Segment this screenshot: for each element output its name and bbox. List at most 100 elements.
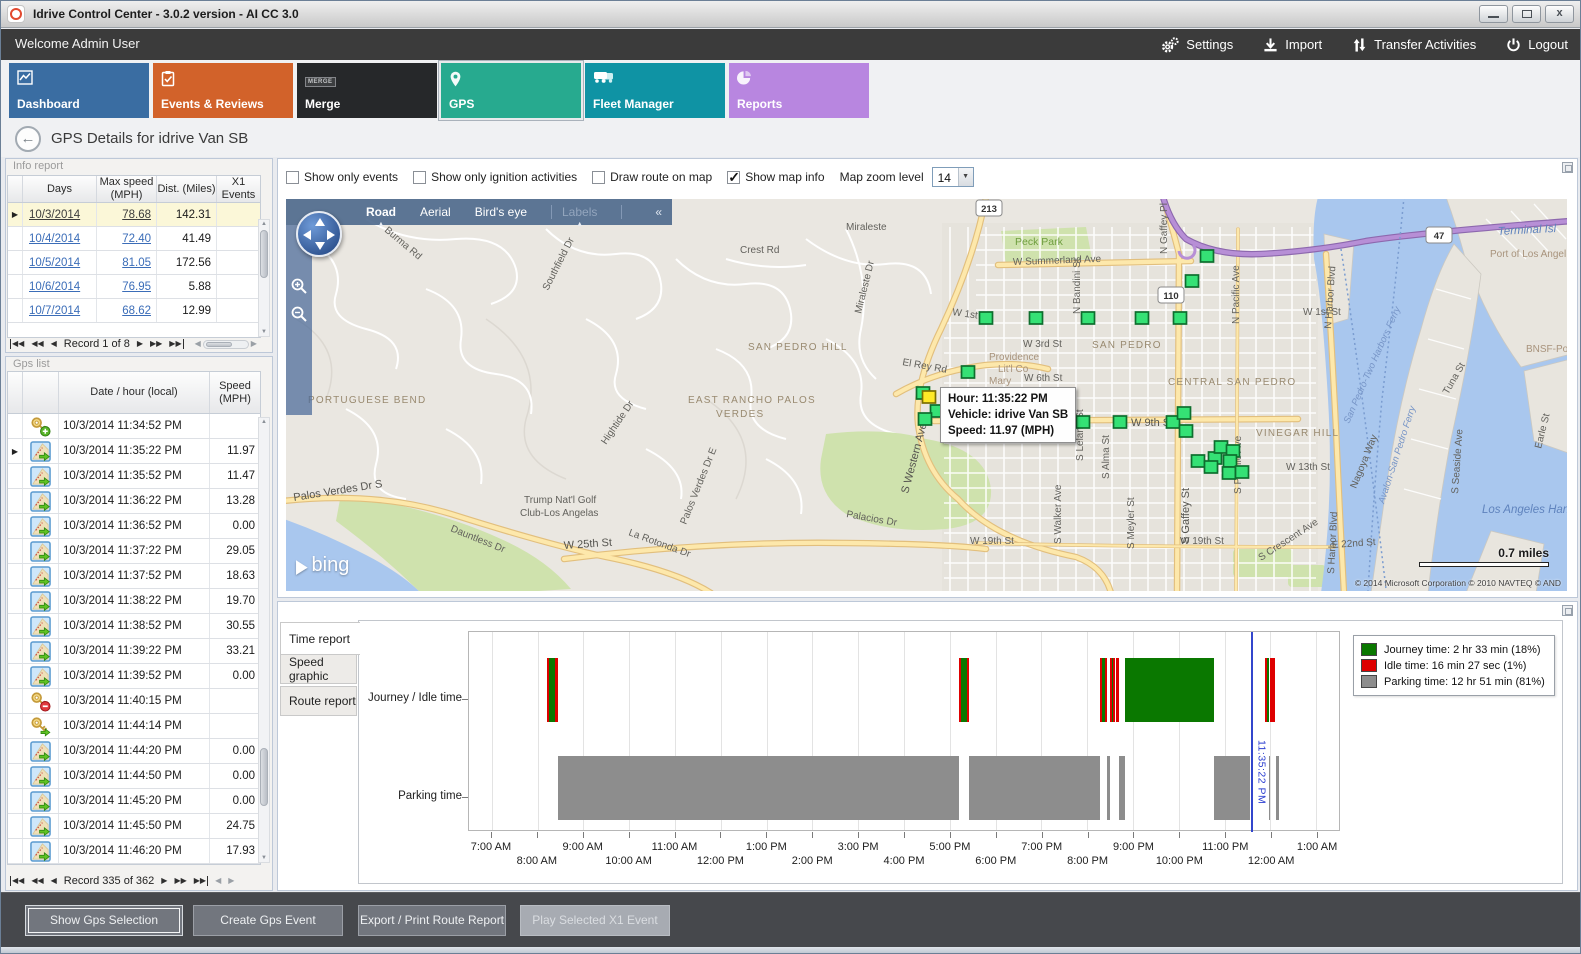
tab-reports[interactable]: Reports <box>729 63 869 118</box>
zoom-in-icon[interactable] <box>290 277 308 295</box>
gps-marker[interactable] <box>1221 466 1237 480</box>
gps-marker[interactable] <box>1028 311 1044 325</box>
map-canvas[interactable]: Miraleste Crest Rd Burma Rd Southfield Dr Mi… <box>286 199 1567 591</box>
list-item[interactable]: 10/3/2014 11:34:52 PM <box>8 414 260 439</box>
list-item[interactable]: 10/3/2014 11:44:50 PM 0.00 <box>8 764 260 789</box>
maximize-button[interactable] <box>1512 5 1541 23</box>
list-item[interactable]: ▶ 10/3/2014 11:35:22 PM 11.97 <box>8 439 260 464</box>
pager-last[interactable]: ▶▶ <box>169 339 184 349</box>
pager-prev-page[interactable]: ◀◀ <box>31 876 44 885</box>
day-link[interactable]: 10/5/2014 <box>29 256 81 269</box>
table-row[interactable]: 10/6/2014 76.95 5.88 <box>8 275 260 299</box>
info-report-scrollbar[interactable]: ▲ ▼ <box>258 219 270 337</box>
day-link[interactable]: 10/6/2014 <box>29 280 81 293</box>
list-item[interactable]: 10/3/2014 11:45:50 PM 24.75 <box>8 814 260 839</box>
toolbar-collapse-icon[interactable]: « <box>655 205 662 219</box>
pager-prev[interactable]: ◀ <box>50 876 57 885</box>
pager-first[interactable]: ◀◀ <box>10 876 25 886</box>
pager-next-page[interactable]: ▶▶ <box>149 339 163 348</box>
checkbox-show-only-events[interactable]: Show only events <box>286 170 398 184</box>
day-link[interactable]: 10/3/2014 <box>29 208 81 221</box>
gps-marker[interactable] <box>1112 415 1128 429</box>
zoom-out-icon[interactable] <box>290 305 308 323</box>
list-item[interactable]: 10/3/2014 11:38:52 PM 30.55 <box>8 614 260 639</box>
map-compass-control[interactable] <box>296 211 342 257</box>
max-speed-link[interactable]: 76.95 <box>122 280 151 293</box>
action-logout[interactable]: Logout <box>1506 37 1568 53</box>
close-button[interactable]: x <box>1545 5 1574 23</box>
action-transfer-activities[interactable]: Transfer Activities <box>1352 37 1476 53</box>
gps-marker[interactable] <box>1213 440 1229 454</box>
map-panel-collapse-icon[interactable] <box>1562 162 1573 173</box>
map-zoom-dropdown[interactable]: 14 ▼ <box>931 167 974 187</box>
gps-marker[interactable] <box>960 365 976 379</box>
list-item[interactable]: 10/3/2014 11:39:22 PM 33.21 <box>8 639 260 664</box>
max-speed-link[interactable]: 78.68 <box>122 208 151 221</box>
table-row[interactable]: ▶ 10/3/2014 78.68 142.31 <box>8 203 260 227</box>
table-row[interactable]: 10/5/2014 81.05 172.56 <box>8 251 260 275</box>
chart-tab-route-report[interactable]: Route report <box>280 686 357 716</box>
max-speed-link[interactable]: 72.40 <box>122 232 151 245</box>
gps-marker[interactable] <box>917 412 933 426</box>
checkbox-draw-route-on-map[interactable]: Draw route on map <box>592 170 712 184</box>
minimize-button[interactable] <box>1479 5 1508 23</box>
table-row[interactable]: 10/4/2014 72.40 41.49 <box>8 227 260 251</box>
list-item[interactable]: 10/3/2014 11:37:22 PM 29.05 <box>8 539 260 564</box>
gps-marker[interactable] <box>1199 249 1215 263</box>
gps-marker[interactable] <box>1203 460 1219 474</box>
pager-first[interactable]: ◀◀ <box>10 339 25 349</box>
day-link[interactable]: 10/7/2014 <box>29 304 81 317</box>
action-import[interactable]: Import <box>1263 37 1322 53</box>
day-link[interactable]: 10/4/2014 <box>29 232 81 245</box>
gps-marker[interactable] <box>1176 406 1192 420</box>
chart-tab-speed-graphic[interactable]: Speed graphic <box>280 654 357 684</box>
table-row[interactable]: 10/7/2014 68.62 12.99 <box>8 299 260 323</box>
checkbox-show-only-ignition-activities[interactable]: Show only ignition activities <box>413 170 577 184</box>
pager-prev-page[interactable]: ◀◀ <box>31 339 44 348</box>
map-view-road[interactable]: Road ▲ <box>366 205 396 228</box>
gps-marker[interactable] <box>1172 311 1188 325</box>
gps-marker[interactable] <box>1134 311 1150 325</box>
list-item[interactable]: 10/3/2014 11:36:52 PM 0.00 <box>8 514 260 539</box>
tab-fleet-manager[interactable]: Fleet Manager <box>585 63 725 118</box>
action-settings[interactable]: Settings <box>1160 36 1233 54</box>
max-speed-link[interactable]: 81.05 <box>122 256 151 269</box>
list-item[interactable]: 10/3/2014 11:44:14 PM <box>8 714 260 739</box>
list-item[interactable]: 10/3/2014 11:38:22 PM 19.70 <box>8 589 260 614</box>
max-speed-link[interactable]: 68.62 <box>122 304 151 317</box>
map-view-labels[interactable]: Labels ▲ <box>562 205 598 228</box>
tab-gps[interactable]: GPS <box>441 63 581 118</box>
pager-next[interactable]: ▶ <box>136 339 143 348</box>
pager-next-page[interactable]: ▶▶ <box>174 876 187 885</box>
list-item[interactable]: 10/3/2014 11:40:15 PM <box>8 689 260 714</box>
show-gps-selection-button[interactable]: Show Gps Selection <box>25 905 183 936</box>
list-item[interactable]: 10/3/2014 11:35:52 PM 11.47 <box>8 464 260 489</box>
list-item[interactable]: 10/3/2014 11:46:20 PM 17.93 <box>8 839 260 864</box>
list-item[interactable]: 10/3/2014 11:45:20 PM 0.00 <box>8 789 260 814</box>
checkbox-box[interactable] <box>727 169 741 186</box>
tab-dashboard[interactable]: Dashboard <box>9 63 149 118</box>
back-button[interactable]: ← <box>15 126 41 152</box>
list-item[interactable]: 10/3/2014 11:39:52 PM 0.00 <box>8 664 260 689</box>
pager-last[interactable]: ▶▶ <box>193 876 209 886</box>
list-item[interactable]: 10/3/2014 11:36:22 PM 13.28 <box>8 489 260 514</box>
map-view-birdseye[interactable]: Bird's eye <box>474 205 527 219</box>
chart-tab-time-report[interactable]: Time report <box>280 622 360 655</box>
list-item[interactable]: 10/3/2014 11:37:52 PM 18.63 <box>8 564 260 589</box>
gps-marker[interactable] <box>1190 454 1206 468</box>
gps-marker[interactable] <box>1080 311 1096 325</box>
pager-next[interactable]: ▶ <box>161 876 168 885</box>
list-item[interactable]: 10/3/2014 11:44:20 PM 0.00 <box>8 739 260 764</box>
gps-marker[interactable] <box>978 311 994 325</box>
gps-marker[interactable] <box>1184 274 1200 288</box>
create-gps-event-button[interactable]: Create Gps Event <box>193 905 343 936</box>
gps-marker[interactable] <box>1222 454 1238 468</box>
checkbox-show-map-info[interactable]: Show map info <box>727 169 825 186</box>
checkbox-box[interactable] <box>592 170 606 184</box>
chart-panel-collapse-icon[interactable] <box>1562 605 1573 616</box>
gps-marker[interactable] <box>1178 424 1194 438</box>
pager-prev[interactable]: ◀ <box>50 339 57 348</box>
gps-marker[interactable] <box>1075 415 1091 429</box>
gps-list-scrollbar[interactable]: ▲ ▼ <box>258 417 270 863</box>
